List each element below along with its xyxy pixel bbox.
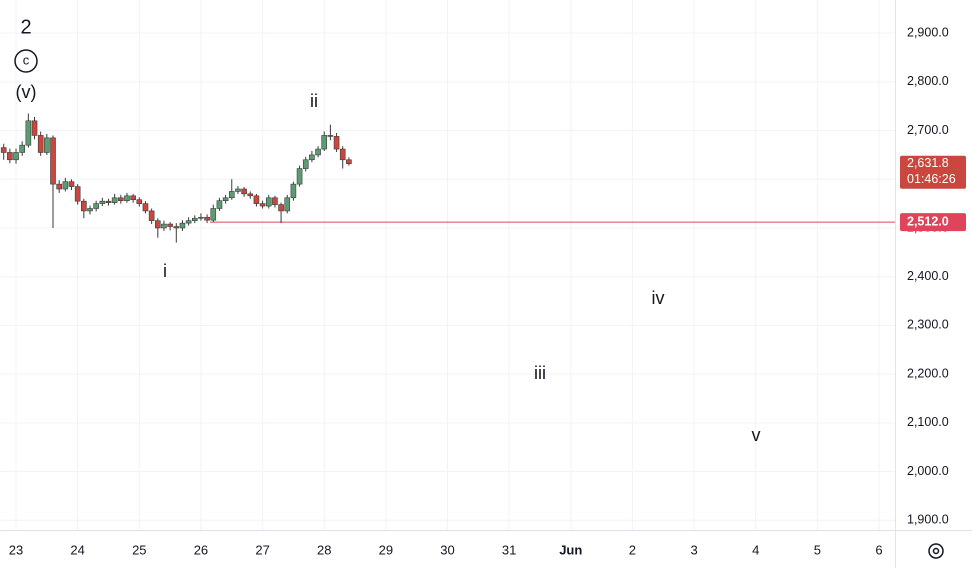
candle-body <box>25 120 32 146</box>
countdown-label: 01:46:26 <box>907 172 956 186</box>
candle-body <box>278 204 284 212</box>
y-tick-label: 2,900.0 <box>907 25 949 39</box>
candle-body <box>68 181 75 187</box>
candle-body <box>87 208 93 212</box>
candle-body <box>185 220 192 224</box>
candle-body <box>99 200 106 204</box>
candle-body <box>124 195 130 201</box>
candle-body <box>346 159 352 164</box>
wave-label: 2 <box>20 16 31 38</box>
wave-label: iii <box>534 363 546 383</box>
candle-body <box>142 203 149 212</box>
candle-body <box>111 197 118 203</box>
wave-label: c <box>23 52 30 67</box>
x-tick-label: 23 <box>9 542 23 557</box>
candle-body <box>148 210 155 221</box>
candle-body <box>161 223 167 229</box>
candle-body <box>74 186 81 202</box>
candle-body <box>179 222 186 229</box>
y-tick-label: 2,800.0 <box>907 74 949 88</box>
candle-body <box>191 217 198 221</box>
candle-body <box>62 181 69 190</box>
settings-button[interactable] <box>928 543 944 559</box>
candle-body <box>154 220 161 229</box>
candle-body <box>272 197 278 205</box>
y-tick-label: 1,900.0 <box>907 513 949 527</box>
candle-body <box>105 200 112 203</box>
level-price-label: 2,512.0 <box>907 214 949 228</box>
candle-body <box>290 183 297 199</box>
candle-body <box>31 120 38 136</box>
wave-label-circle <box>14 49 38 73</box>
candle-body <box>259 203 266 207</box>
candle-body <box>222 197 229 201</box>
candle-body <box>241 188 247 195</box>
candle-body <box>136 199 143 204</box>
candle-body <box>309 154 315 161</box>
candle-body <box>0 147 7 153</box>
wave-label: (v) <box>16 82 37 102</box>
candle-body <box>44 137 50 153</box>
y-tick-label: 2,100.0 <box>907 415 949 429</box>
x-tick-label: 29 <box>379 542 393 557</box>
candle-body <box>210 208 217 221</box>
wave-label: ii <box>310 91 318 111</box>
candle-body <box>253 195 260 204</box>
x-tick-label: 6 <box>875 542 882 557</box>
candle-body <box>167 223 173 227</box>
y-tick-label: 2,000.0 <box>907 464 949 478</box>
candle-body <box>228 191 235 199</box>
candle-body <box>284 197 291 212</box>
candle-body <box>216 200 223 209</box>
x-tick-label: 30 <box>440 542 454 557</box>
last-price-box <box>900 155 966 189</box>
candle-body <box>81 200 87 212</box>
candle-body <box>56 183 62 190</box>
candle-body <box>247 193 254 197</box>
candle-body <box>296 168 303 185</box>
wave-label: v <box>752 425 761 445</box>
x-tick-label: 2 <box>629 542 636 557</box>
x-tick-label: 26 <box>194 542 208 557</box>
candle-body <box>327 135 334 137</box>
candle-body <box>7 152 13 161</box>
last-price-label: 2,631.8 <box>907 156 949 170</box>
settings-icon-core[interactable] <box>932 547 940 555</box>
x-tick-label: 28 <box>317 542 331 557</box>
candle-body <box>19 144 25 153</box>
x-tick-label: 4 <box>752 542 759 557</box>
candle-body <box>333 136 340 150</box>
y-tick-label: 2,700.0 <box>907 123 949 137</box>
candle-body <box>339 148 346 161</box>
x-tick-label: 24 <box>70 542 84 557</box>
candle-body <box>37 135 44 153</box>
wave-label: iv <box>652 288 665 308</box>
candle-body <box>93 203 99 209</box>
candle-body <box>302 159 309 169</box>
wave-label: i <box>163 261 167 281</box>
candle-body <box>50 137 56 185</box>
x-tick-label: Jun <box>559 542 582 557</box>
candle-body <box>198 216 204 219</box>
candle-body <box>265 197 272 207</box>
x-tick-label: 5 <box>814 542 821 557</box>
candle-body <box>130 195 136 201</box>
settings-icon[interactable] <box>928 543 944 559</box>
x-tick-label: 27 <box>255 542 269 557</box>
x-tick-label: 3 <box>690 542 697 557</box>
candle-body <box>315 148 321 156</box>
candle-body <box>173 226 180 229</box>
y-tick-label: 2,400.0 <box>907 269 949 283</box>
candle-body <box>235 188 241 192</box>
x-tick-label: 31 <box>502 542 516 557</box>
candle-body <box>118 197 124 201</box>
x-tick-label: 25 <box>132 542 146 557</box>
level-price-box <box>900 213 966 232</box>
y-tick-label: 2,300.0 <box>907 318 949 332</box>
candle-body <box>13 152 19 161</box>
candle-body <box>321 135 328 150</box>
y-tick-label: 2,200.0 <box>907 366 949 380</box>
candle-body <box>204 216 210 221</box>
